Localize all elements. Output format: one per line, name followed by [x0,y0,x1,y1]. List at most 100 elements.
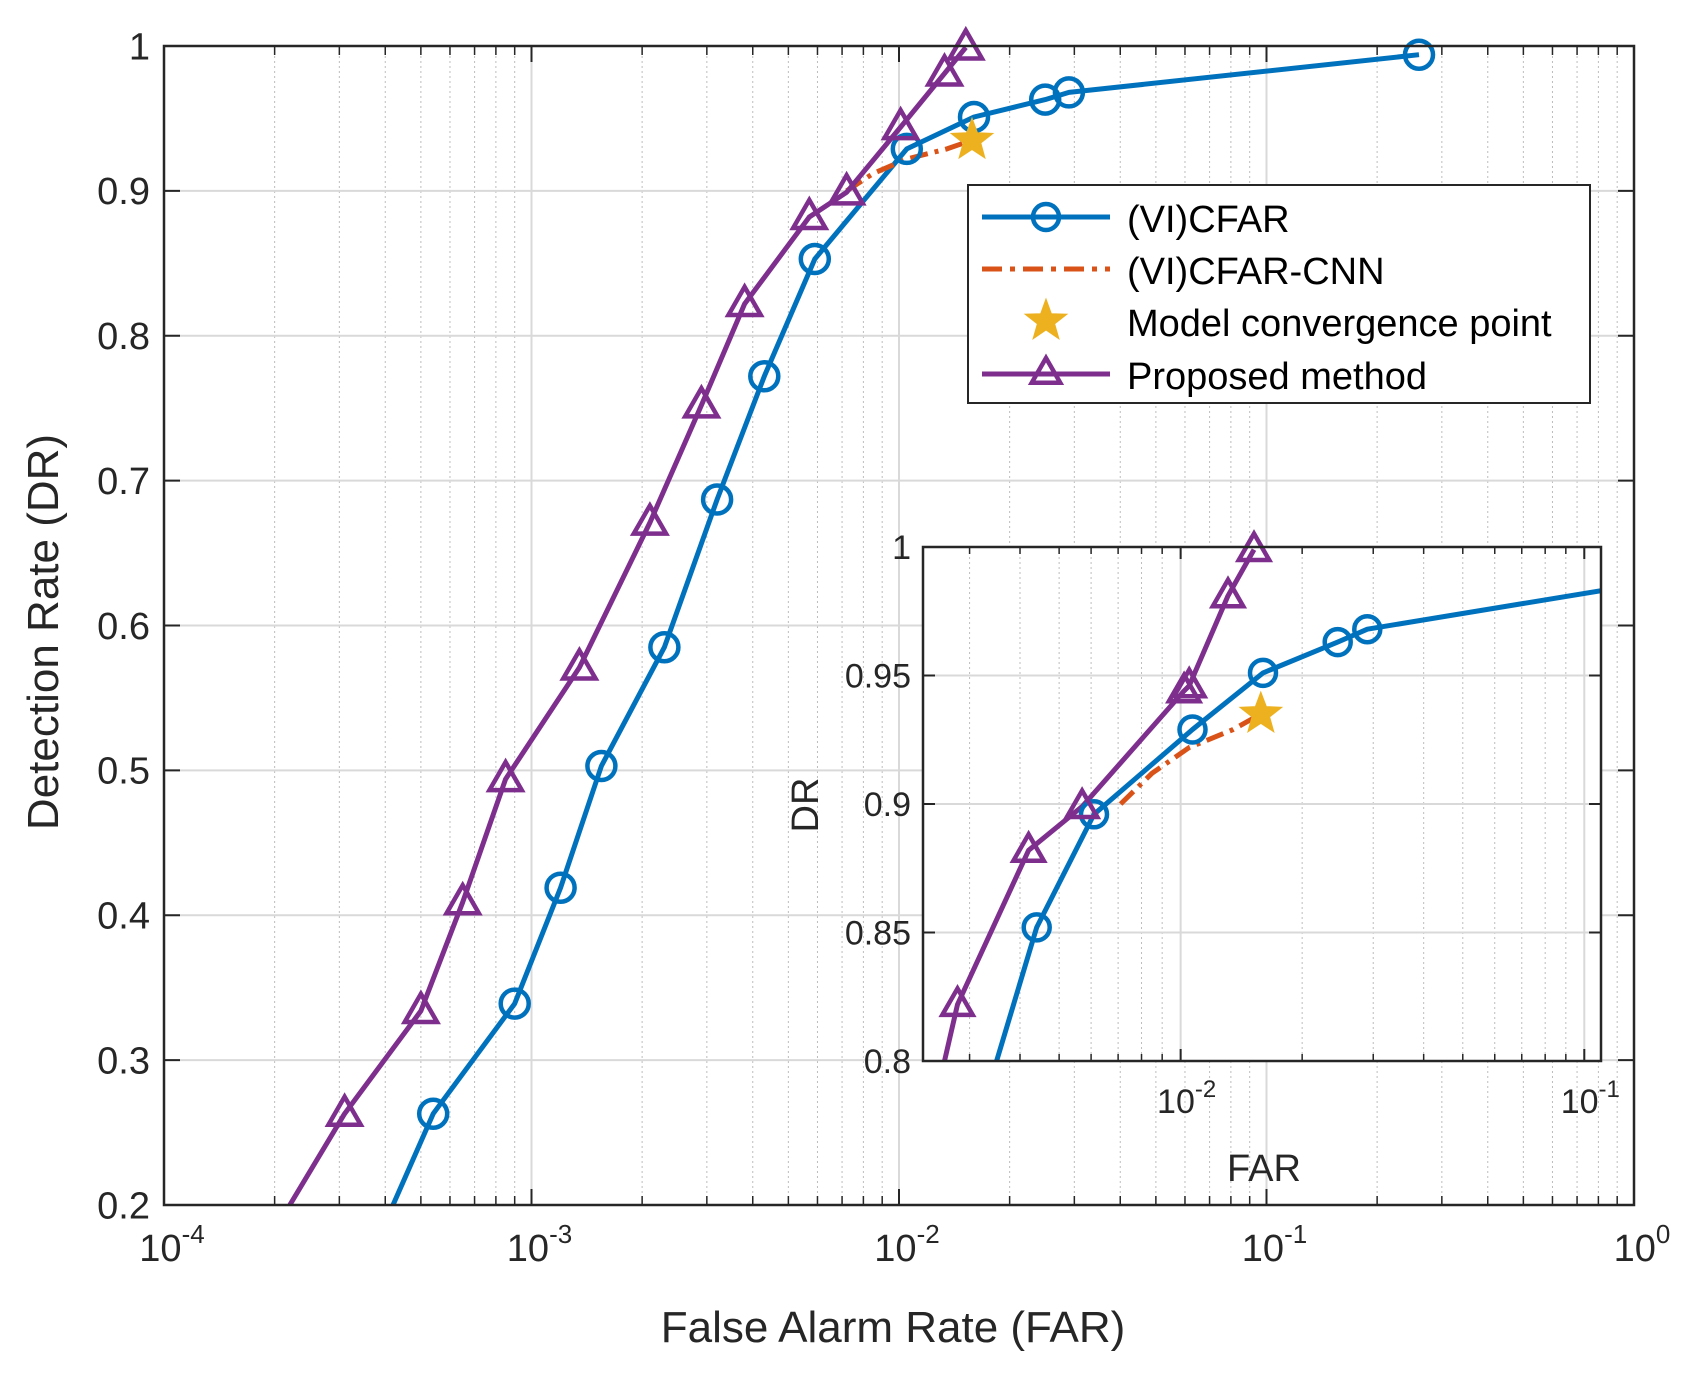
point-proposed-method [789,195,830,231]
point-vi-cfar [544,871,577,904]
legend-label-vicfar: (VI)CFAR [1127,199,1290,241]
inset-series [938,529,1601,1061]
point-proposed-method [1009,829,1048,863]
series-lines [942,548,1601,1061]
x-tick-base: 10 [1157,1083,1195,1121]
point-proposed-method [629,501,670,536]
x-tick-label: 10-4 [139,1219,204,1270]
series-line-vi-cfar-cnn [1118,711,1263,806]
point-proposed-method [938,983,977,1018]
point-vi-cfar [890,132,924,166]
x-tick-exponent: -3 [549,1219,572,1249]
y-tick-label: 0.3 [97,1040,150,1082]
point-proposed-method [1208,575,1248,609]
x-tick-exponent: -4 [182,1219,205,1249]
point-proposed-method [924,51,965,87]
point-proposed-method [724,282,765,318]
main-x-axis-label: False Alarm Rate (FAR) [661,1303,1126,1352]
point-vi-cfar [648,630,681,664]
x-tick-label: 10-2 [1157,1076,1216,1121]
y-tick-label: 0.6 [97,606,150,648]
y-tick-label: 1 [129,26,150,68]
inset-grid [923,547,1601,1061]
point-proposed-method [400,989,441,1025]
point-proposed-method [324,1092,365,1127]
x-tick-base: 10 [1614,1228,1656,1270]
y-tick-label: 0.4 [97,896,150,938]
point-model-convergence-point [949,116,995,160]
point-vi-cfar [798,242,832,276]
point-vi-cfar [1352,613,1383,645]
x-tick-label: 10-1 [1242,1219,1307,1270]
main-tick-labels: 10-4 10-3 10-2 10-1 1000.20.30.40.50.60.70.8… [97,26,1670,1270]
y-tick-label: 0.9 [97,171,150,213]
legend: (VI)CFAR (VI)CFAR-CNN Model convergence … [967,184,1591,404]
legend-label-proposed: Proposed method [1127,356,1427,398]
point-proposed-method [945,25,986,61]
point-vi-cfar [1322,626,1353,658]
point-vi-cfar [748,360,781,393]
axes-frame [162,44,1636,1207]
point-model-convergence-point [1238,690,1284,733]
point-vi-cfar [1402,38,1436,71]
x-tick-base: 10 [874,1228,916,1270]
y-tick-label: 0.95 [845,657,911,695]
series-line-proposed-method [942,548,1257,1061]
point-proposed-method [826,170,867,206]
y-tick-label: 0.9 [864,786,911,824]
point-vi-cfar [1078,799,1110,830]
point-vi-cfar [1247,657,1279,689]
x-tick-base: 10 [507,1228,549,1270]
legend-item-convergence: Model convergence point [1023,297,1552,345]
y-tick-label: 0.8 [97,316,150,358]
inset-frame [921,545,1603,1063]
point-proposed-method [1063,786,1102,820]
inset-tick-labels: 10-2 10-10.80.850.90.951 [845,529,1620,1121]
legend-marker-circle [1030,201,1062,233]
inset-y-axis-label: DR [785,778,827,833]
series-line-vi-cfar-cnn [845,137,973,193]
main-y-axis-label: Detection Rate (DR) [19,434,68,830]
legend-label-convergence: Model convergence point [1127,303,1552,345]
point-vi-cfar [1021,912,1052,943]
point-proposed-method [442,880,483,916]
legend-label-vicfar-cnn: (VI)CFAR-CNN [1127,251,1385,293]
legend-marker-triangle-icon [1027,353,1065,385]
x-tick-exponent: -2 [917,1219,940,1249]
point-proposed-method [880,105,921,141]
point-vi-cfar [1052,76,1086,109]
y-tick-label: 0.85 [845,914,911,952]
y-tick-label: 0.8 [864,1043,911,1081]
legend-marker-star-icon [1023,297,1069,340]
point-proposed-method [681,383,722,419]
x-tick-label: 10-1 [1561,1076,1620,1121]
legend-item-vicfar: (VI)CFAR [982,199,1290,241]
main-series [287,25,1436,1205]
point-proposed-method [1170,665,1209,699]
x-tick-exponent: -2 [1195,1076,1216,1103]
point-vi-cfar [585,749,618,783]
inset-x-axis-label: FAR [1227,1148,1301,1190]
legend-item-proposed: Proposed method [982,353,1427,398]
point-vi-cfar [498,987,531,1020]
x-tick-base: 10 [1242,1228,1284,1270]
point-vi-cfar [1177,714,1208,745]
point-vi-cfar [416,1097,450,1130]
x-tick-label: 100 [1614,1219,1671,1270]
y-tick-label: 0.2 [97,1185,150,1227]
series-line-vi-cfar [994,588,1601,1061]
x-tick-base: 10 [139,1228,181,1270]
y-tick-label: 0.5 [97,751,150,793]
main-frame [162,44,1636,1207]
x-tick-label: 10-2 [874,1219,939,1270]
y-tick-label: 1 [892,529,911,567]
axes-frame [921,545,1603,1063]
x-tick-base: 10 [1561,1083,1599,1121]
point-vi-cfar [700,483,734,516]
x-tick-label: 10-3 [507,1219,572,1270]
x-tick-exponent: -1 [1599,1076,1620,1103]
point-proposed-method [485,757,526,793]
point-proposed-method [559,645,600,681]
x-tick-exponent: -1 [1284,1219,1307,1249]
